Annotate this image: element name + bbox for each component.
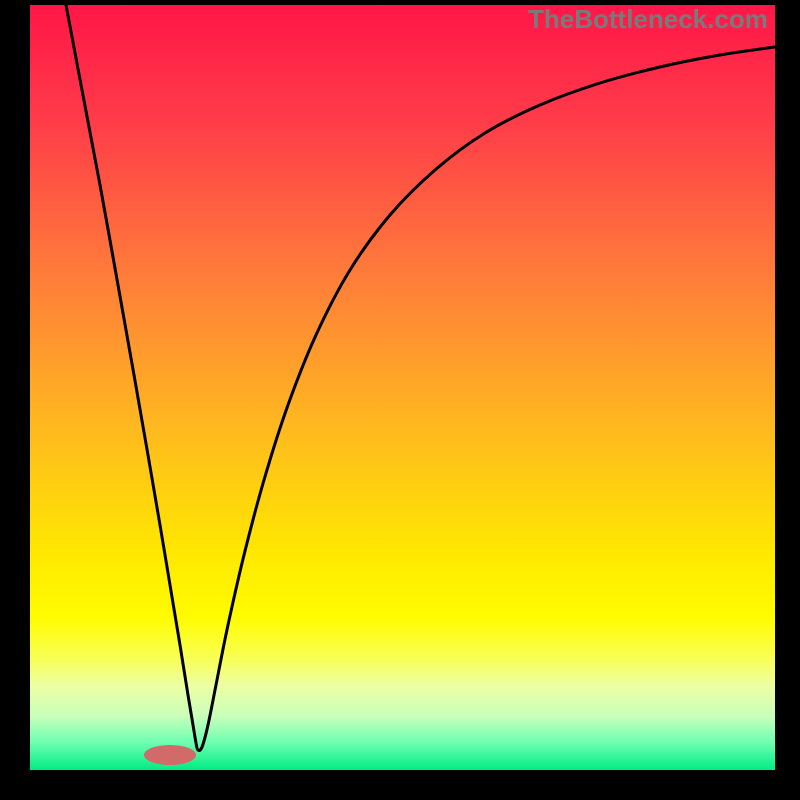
chart-container: TheBottleneck.com [0,0,800,800]
plot-area [30,5,775,770]
curve-layer [30,5,775,770]
vertex-marker [144,745,196,765]
border-left [0,0,30,800]
bottleneck-curve [66,5,775,750]
border-right [775,0,800,800]
watermark-text: TheBottleneck.com [528,4,768,35]
border-bottom [0,770,800,800]
